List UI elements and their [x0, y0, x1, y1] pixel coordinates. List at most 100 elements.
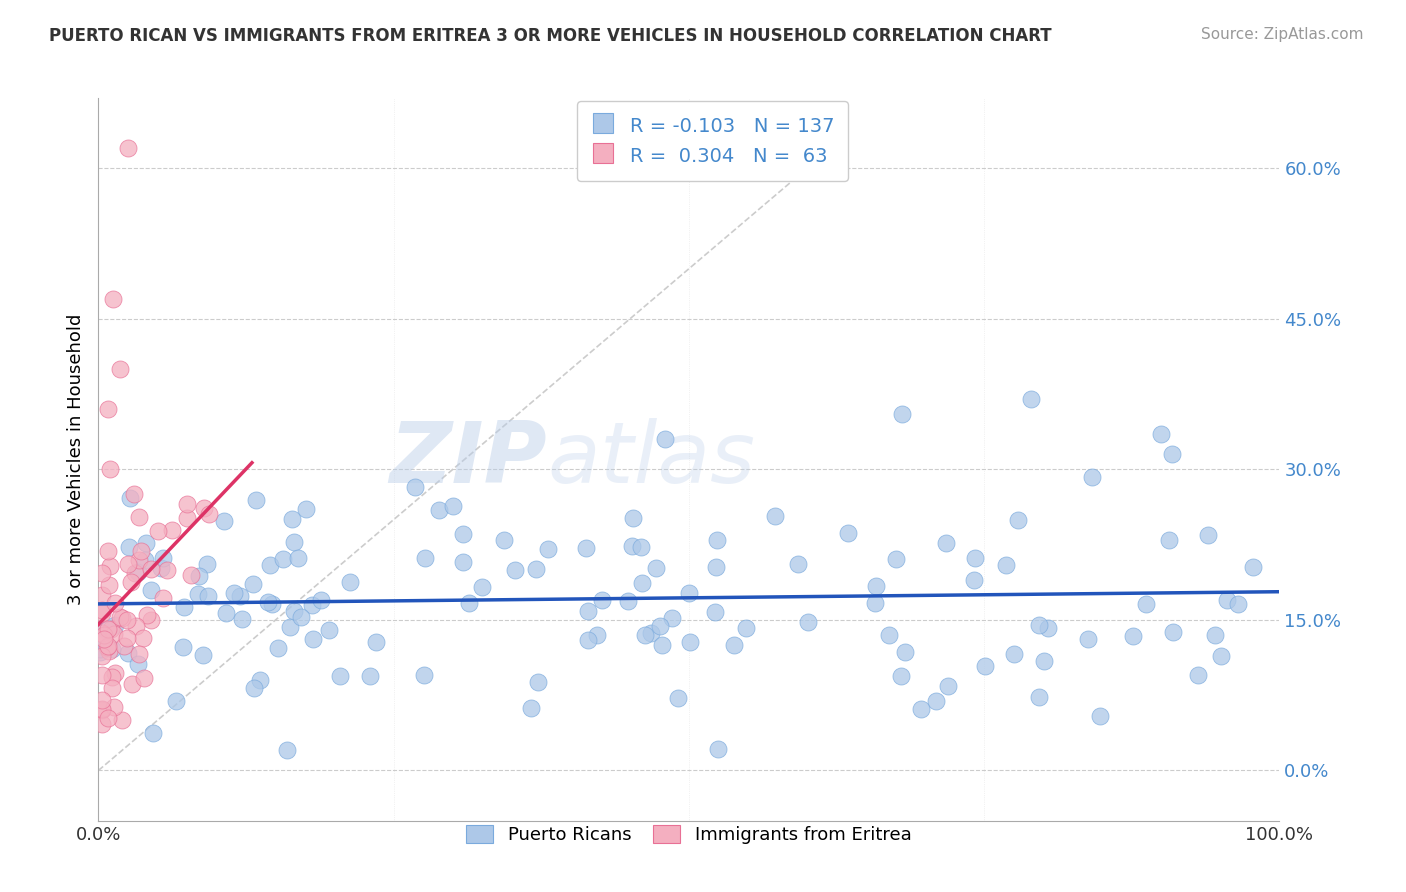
- Point: [524, 562, 547, 576]
- Point: [96, 640, 118, 654]
- Point: [578, 604, 600, 618]
- Point: [339, 575, 361, 590]
- Point: [224, 585, 246, 599]
- Point: [103, 699, 125, 714]
- Point: [634, 628, 657, 642]
- Point: [441, 499, 464, 513]
- Point: [91, 566, 114, 581]
- Point: [651, 638, 673, 652]
- Point: [575, 541, 598, 555]
- Point: [537, 541, 560, 556]
- Point: [706, 742, 728, 756]
- Point: [197, 557, 219, 571]
- Point: [101, 292, 124, 306]
- Point: [91, 606, 114, 620]
- Point: [89, 642, 111, 657]
- Point: [115, 613, 138, 627]
- Point: [91, 716, 114, 731]
- Point: [678, 586, 700, 600]
- Point: [1028, 690, 1050, 705]
- Point: [173, 600, 195, 615]
- Point: [704, 605, 727, 619]
- Point: [242, 577, 264, 591]
- Point: [128, 553, 150, 567]
- Point: [735, 621, 758, 635]
- Point: [413, 667, 436, 681]
- Point: [586, 628, 609, 642]
- Point: [1122, 629, 1144, 643]
- Point: [121, 676, 143, 690]
- Point: [215, 607, 238, 621]
- Point: [91, 701, 114, 715]
- Point: [91, 703, 114, 717]
- Point: [180, 567, 202, 582]
- Point: [91, 603, 114, 617]
- Point: [309, 593, 332, 607]
- Point: [176, 497, 198, 511]
- Point: [249, 673, 271, 687]
- Point: [616, 594, 638, 608]
- Point: [97, 623, 120, 637]
- Point: [129, 544, 152, 558]
- Point: [100, 623, 122, 637]
- Point: [97, 639, 120, 653]
- Point: [93, 632, 115, 646]
- Point: [910, 702, 932, 716]
- Point: [925, 694, 948, 708]
- Point: [139, 562, 162, 576]
- Point: [621, 510, 644, 524]
- Point: [1135, 597, 1157, 611]
- Point: [89, 645, 111, 659]
- Point: [108, 362, 131, 376]
- Point: [122, 486, 145, 500]
- Point: [125, 618, 148, 632]
- Point: [865, 579, 887, 593]
- Point: [723, 638, 745, 652]
- Point: [451, 527, 474, 541]
- Point: [1197, 528, 1219, 542]
- Point: [91, 625, 114, 640]
- Point: [1209, 648, 1232, 663]
- Point: [101, 681, 124, 695]
- Point: [679, 634, 702, 648]
- Point: [245, 493, 267, 508]
- Point: [621, 540, 644, 554]
- Point: [108, 610, 131, 624]
- Point: [128, 509, 150, 524]
- Point: [894, 645, 917, 659]
- Point: [796, 615, 818, 629]
- Point: [413, 550, 436, 565]
- Point: [527, 675, 550, 690]
- Point: [101, 670, 124, 684]
- Text: atlas: atlas: [547, 417, 755, 501]
- Point: [283, 604, 305, 618]
- Point: [134, 553, 156, 567]
- Point: [231, 612, 253, 626]
- Point: [91, 588, 114, 602]
- Point: [271, 551, 294, 566]
- Point: [505, 563, 527, 577]
- Point: [1032, 654, 1054, 668]
- Point: [1007, 513, 1029, 527]
- Point: [329, 669, 352, 683]
- Point: [150, 561, 173, 575]
- Point: [578, 633, 600, 648]
- Point: [471, 580, 494, 594]
- Point: [118, 540, 141, 554]
- Point: [276, 743, 298, 757]
- Point: [187, 587, 209, 601]
- Point: [1216, 593, 1239, 607]
- Point: [494, 533, 516, 548]
- Point: [404, 480, 426, 494]
- Point: [96, 623, 118, 637]
- Point: [141, 583, 163, 598]
- Point: [135, 536, 157, 550]
- Point: [118, 491, 141, 506]
- Point: [100, 642, 122, 657]
- Point: [91, 692, 114, 706]
- Point: [877, 628, 900, 642]
- Point: [229, 589, 252, 603]
- Point: [704, 560, 727, 574]
- Point: [283, 534, 305, 549]
- Point: [280, 620, 302, 634]
